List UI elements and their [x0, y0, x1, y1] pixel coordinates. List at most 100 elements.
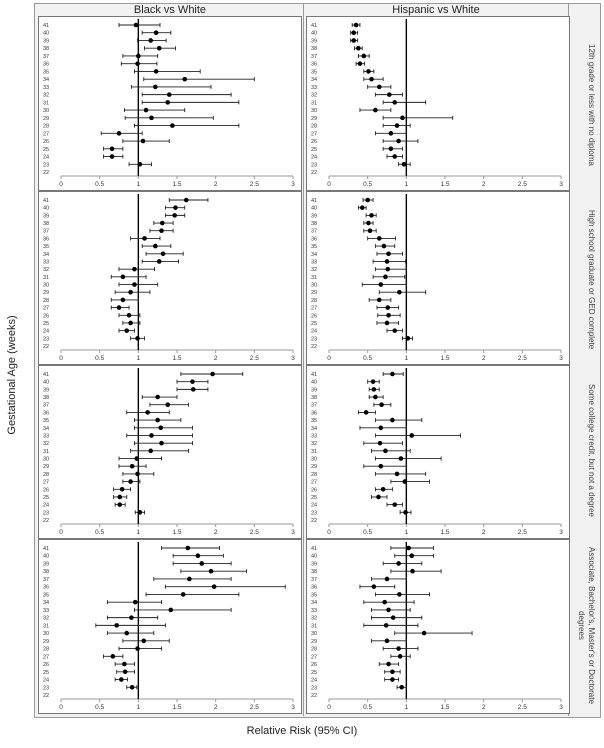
- rr-point: [211, 584, 217, 589]
- week-label: 29: [43, 290, 49, 296]
- forest-panel-4: 0 0.5 1 1.5 2 2.5 3 41 40 39 38 37 36 35 34 33 32 31 30 29 2…: [38, 365, 302, 539]
- rr-point: [384, 576, 390, 582]
- week-label: 23: [311, 510, 317, 516]
- week-label: 23: [311, 685, 317, 691]
- week-label: 37: [43, 577, 49, 583]
- week-label: 27: [43, 131, 49, 137]
- x-tick-label: 2: [214, 529, 218, 536]
- rr-point: [182, 76, 188, 82]
- rr-point: [135, 336, 140, 341]
- rr-point: [371, 584, 377, 589]
- week-label: 27: [311, 131, 317, 137]
- rr-point: [400, 115, 405, 121]
- rr-point: [353, 22, 359, 28]
- rr-point: [390, 371, 395, 377]
- rr-point: [392, 100, 398, 105]
- x-tick-label: 0: [59, 529, 63, 536]
- week-label: 36: [43, 585, 49, 591]
- week-label: 31: [43, 275, 49, 281]
- rr-point: [383, 623, 389, 628]
- forest-panel-2: 0 0.5 1 1.5 2 2.5 3 41 40 39 38 37 36 35 34 33 32 31 30 29 2…: [38, 191, 302, 365]
- rr-point: [379, 402, 384, 408]
- week-label: 33: [311, 259, 317, 265]
- week-label: 39: [43, 213, 49, 219]
- rr-point: [183, 197, 189, 203]
- week-label: 34: [43, 426, 49, 432]
- week-label: 34: [311, 252, 317, 258]
- forest-panel-1: 0 0.5 1 1.5 2 2.5 3 41 40 39 38 37 36 35 34 33 32 31 30 29 2…: [306, 16, 570, 191]
- x-tick-label: 2.5: [250, 181, 259, 188]
- rr-point: [410, 568, 415, 574]
- x-tick-label: 2: [214, 181, 218, 188]
- week-label: 32: [43, 441, 49, 447]
- week-label: 35: [43, 244, 49, 250]
- week-label: 40: [311, 31, 317, 37]
- rr-point: [378, 463, 384, 469]
- week-label: 33: [43, 259, 49, 265]
- rr-point: [136, 53, 141, 59]
- x-tick-label: 1: [137, 181, 141, 188]
- week-label: 31: [311, 449, 317, 455]
- forest-panel-7: 0 0.5 1 1.5 2 2.5 3 41 40 39 38 37 36 35 34 33 32 31 30 29 2…: [306, 539, 570, 714]
- x-tick-label: 0: [59, 704, 63, 711]
- x-tick-label: 0.5: [95, 181, 104, 188]
- rr-point: [199, 561, 205, 566]
- week-label: 40: [311, 380, 317, 386]
- rr-point: [158, 425, 164, 431]
- week-label: 33: [43, 85, 49, 91]
- rr-point: [153, 30, 159, 36]
- rr-point: [120, 297, 126, 303]
- x-tick-label: 2.5: [250, 355, 259, 362]
- x-tick-label: 0.5: [363, 529, 372, 536]
- week-label: 39: [311, 38, 317, 44]
- rr-point: [397, 592, 402, 597]
- x-tick-label: 3: [559, 355, 563, 362]
- rr-point: [357, 61, 363, 66]
- week-label: 35: [311, 69, 317, 75]
- rr-point: [409, 553, 415, 559]
- x-tick-label: 0: [327, 181, 331, 188]
- rr-point: [394, 123, 400, 128]
- week-label: 30: [311, 457, 317, 463]
- rr-point: [377, 440, 383, 446]
- x-tick-label: 2.5: [518, 181, 527, 188]
- week-label: 31: [43, 623, 49, 629]
- rr-point: [401, 161, 407, 167]
- rr-point: [173, 205, 178, 210]
- x-tick-label: 2.5: [518, 704, 527, 711]
- rr-point: [382, 599, 387, 605]
- x-tick-label: 1: [137, 704, 141, 711]
- column-header-hispanic-vs-white: Hispanic vs White: [392, 4, 480, 16]
- week-label: 22: [43, 170, 49, 176]
- week-label: 23: [311, 162, 317, 168]
- x-tick-label: 1.5: [440, 704, 449, 711]
- week-label: 34: [311, 426, 317, 432]
- rr-point: [133, 22, 139, 28]
- rr-point: [129, 684, 135, 690]
- rr-point: [122, 669, 128, 675]
- week-label: 25: [311, 321, 317, 327]
- rr-point: [388, 146, 394, 152]
- week-label: 24: [43, 155, 49, 161]
- week-label: 29: [43, 464, 49, 470]
- week-label: 38: [43, 46, 49, 52]
- rr-point: [397, 654, 403, 659]
- rr-point: [210, 371, 215, 377]
- rr-point: [402, 479, 408, 484]
- week-label: 30: [43, 457, 49, 463]
- rr-point: [159, 440, 164, 446]
- x-tick-label: 0.5: [363, 355, 372, 362]
- rr-point: [180, 592, 186, 597]
- x-tick-label: 2.5: [518, 355, 527, 362]
- rr-point: [153, 69, 159, 74]
- row-label-high-school: High school graduate or GED complete: [587, 210, 596, 350]
- rr-point: [373, 394, 378, 400]
- rr-point: [155, 417, 160, 423]
- rr-point: [129, 463, 135, 469]
- rr-point: [141, 638, 147, 644]
- rr-point: [124, 630, 130, 636]
- rr-point: [122, 661, 127, 667]
- week-label: 25: [311, 495, 317, 501]
- forest-panel-5: 0 0.5 1 1.5 2 2.5 3 41 40 39 38 37 36 35 34 33 32 31 30 29 2…: [306, 365, 570, 539]
- rr-point: [385, 266, 391, 272]
